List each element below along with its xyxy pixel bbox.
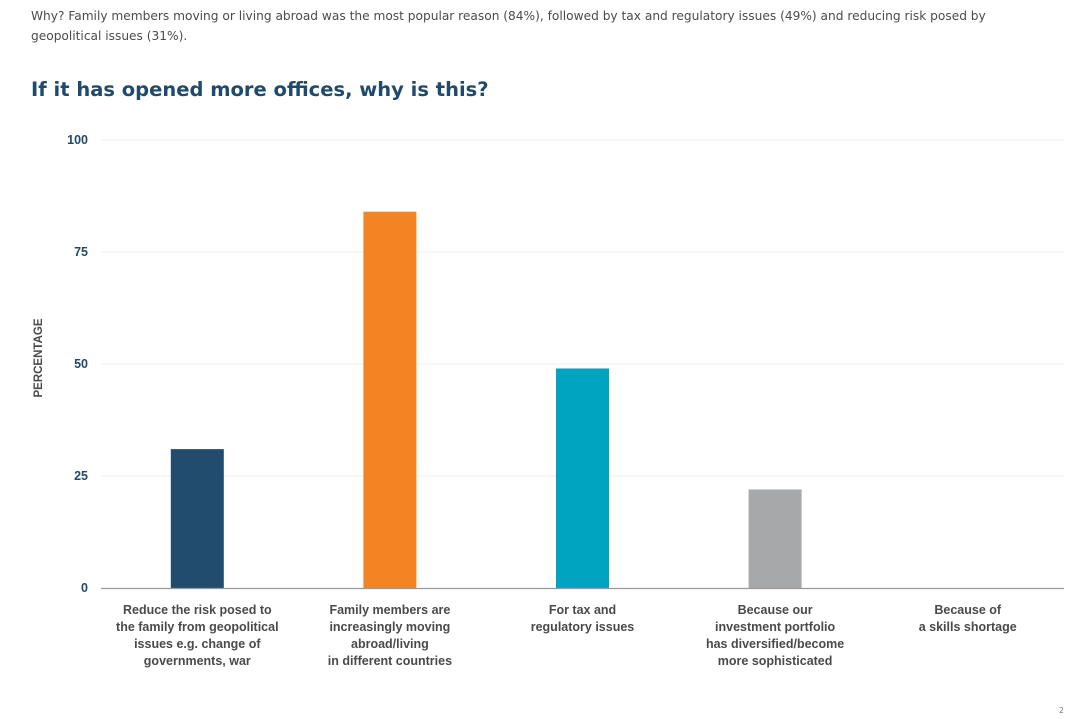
- bar: [170, 449, 224, 588]
- chart-heading: If it has opened more offices, why is th…: [31, 78, 489, 101]
- x-tick-label: Reduce the risk posed to the family from …: [116, 603, 279, 668]
- bars: [170, 211, 802, 588]
- x-tick-label: Because of a skills shortage: [919, 603, 1017, 634]
- x-tick-label: Family members are increasingly moving abr…: [328, 603, 452, 668]
- x-tick-label: For tax and regulatory issues: [531, 603, 635, 634]
- y-tick-label: 100: [67, 133, 88, 147]
- y-axis-label: PERCENTAGE: [33, 318, 45, 397]
- y-tick-label: 50: [74, 357, 88, 371]
- x-tick-label: Because our investment portfolio has diver…: [706, 603, 844, 668]
- y-tick-label: 0: [81, 581, 88, 595]
- x-axis-labels: Reduce the risk posed to the family from …: [116, 603, 1017, 668]
- y-tick-label: 25: [74, 469, 88, 483]
- y-axis-ticks: 0 25 50 75 100: [67, 133, 88, 595]
- bar: [748, 489, 802, 588]
- page-number: 2: [1058, 706, 1064, 715]
- bar: [556, 368, 609, 588]
- intro-paragraph: Why? Family members moving or living abr…: [31, 9, 986, 43]
- bar: [363, 211, 417, 588]
- y-tick-label: 75: [74, 245, 88, 259]
